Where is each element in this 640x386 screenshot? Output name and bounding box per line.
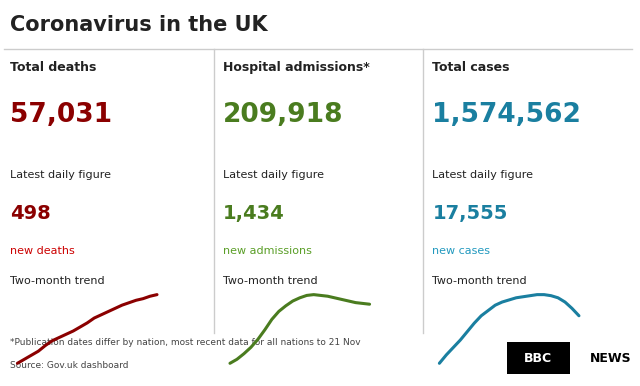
Text: Two-month trend: Two-month trend <box>433 276 527 286</box>
Text: BBC: BBC <box>524 352 552 365</box>
Text: new admissions: new admissions <box>223 246 312 256</box>
Text: Hospital admissions*: Hospital admissions* <box>223 61 370 74</box>
Text: Total deaths: Total deaths <box>10 61 97 74</box>
Text: 1,574,562: 1,574,562 <box>433 102 581 129</box>
Text: Two-month trend: Two-month trend <box>223 276 317 286</box>
Text: 57,031: 57,031 <box>10 102 113 129</box>
Text: Coronavirus in the UK: Coronavirus in the UK <box>10 15 268 36</box>
Text: new deaths: new deaths <box>10 246 75 256</box>
Text: 17,555: 17,555 <box>433 204 508 223</box>
FancyBboxPatch shape <box>507 342 570 374</box>
Text: 1,434: 1,434 <box>223 204 285 223</box>
Text: new cases: new cases <box>433 246 490 256</box>
Text: Source: Gov.uk dashboard: Source: Gov.uk dashboard <box>10 361 129 370</box>
Text: 209,918: 209,918 <box>223 102 344 129</box>
Text: NEWS: NEWS <box>589 352 631 365</box>
Text: Latest daily figure: Latest daily figure <box>433 170 533 180</box>
Text: *Publication dates differ by nation, most recent data for all nations to 21 Nov: *Publication dates differ by nation, mos… <box>10 339 361 347</box>
Text: Latest daily figure: Latest daily figure <box>223 170 324 180</box>
Text: Latest daily figure: Latest daily figure <box>10 170 111 180</box>
Text: 498: 498 <box>10 204 51 223</box>
Text: Two-month trend: Two-month trend <box>10 276 105 286</box>
Text: Total cases: Total cases <box>433 61 510 74</box>
